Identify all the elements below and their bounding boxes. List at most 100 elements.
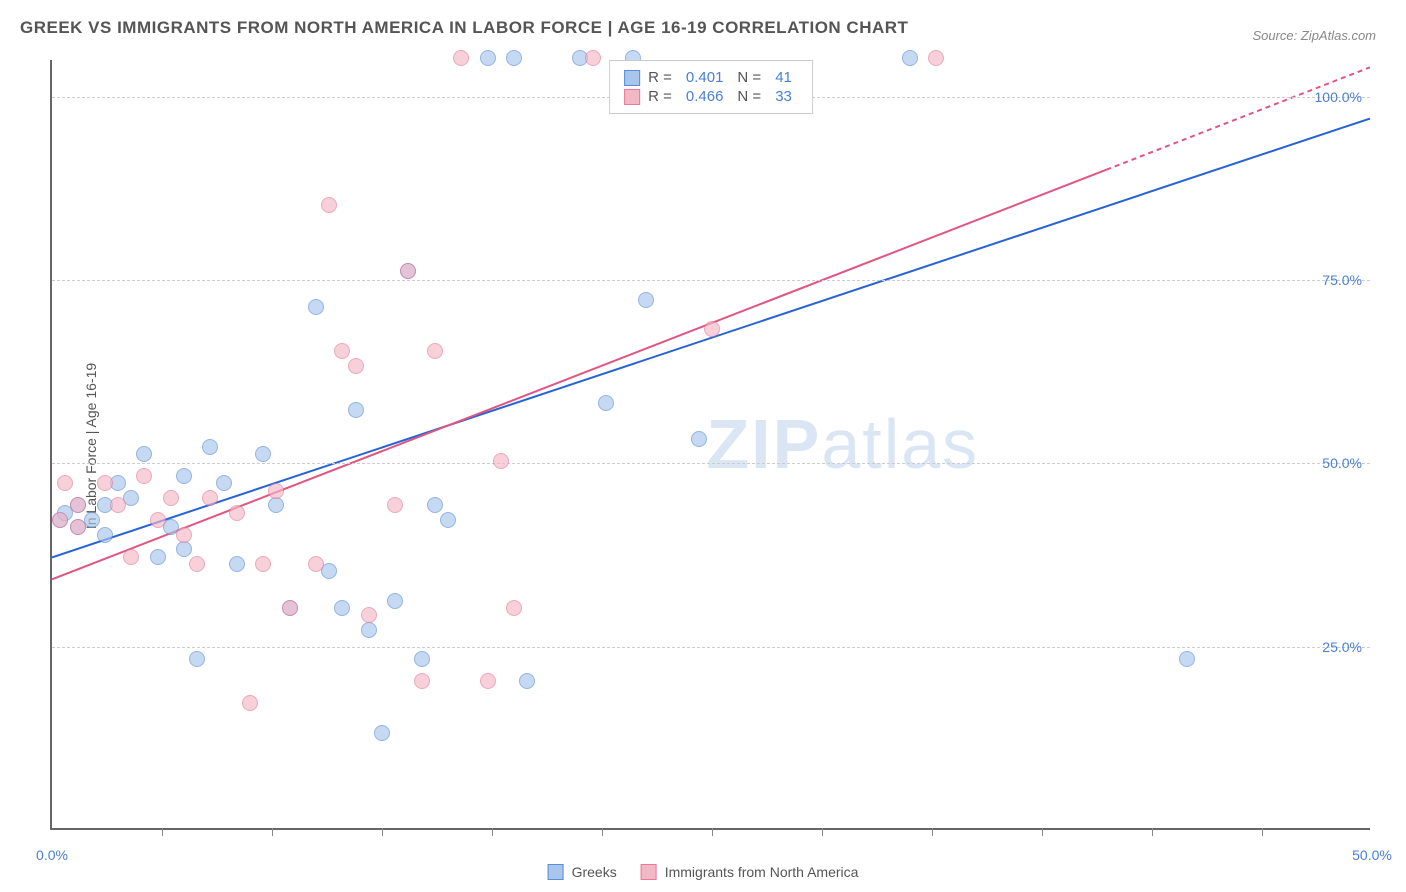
grid-line-h <box>52 647 1370 648</box>
x-tick-label: 50.0% <box>1352 847 1392 863</box>
scatter-point <box>1179 651 1195 667</box>
chart-container: GREEK VS IMMIGRANTS FROM NORTH AMERICA I… <box>0 0 1406 892</box>
x-minor-tick <box>492 828 493 836</box>
grid-line-h <box>52 463 1370 464</box>
scatter-point <box>704 321 720 337</box>
scatter-point <box>361 607 377 623</box>
legend-label-immigrants: Immigrants from North America <box>665 864 859 880</box>
scatter-point <box>691 431 707 447</box>
scatter-point <box>308 299 324 315</box>
scatter-point <box>189 651 205 667</box>
scatter-point <box>136 446 152 462</box>
scatter-point <box>374 725 390 741</box>
y-tick-label: 25.0% <box>1322 639 1362 655</box>
scatter-point <box>480 673 496 689</box>
scatter-point <box>202 490 218 506</box>
scatter-point <box>268 497 284 513</box>
x-minor-tick <box>1152 828 1153 836</box>
chart-title: GREEK VS IMMIGRANTS FROM NORTH AMERICA I… <box>20 18 908 38</box>
y-tick-label: 100.0% <box>1315 89 1362 105</box>
scatter-point <box>70 519 86 535</box>
scatter-point <box>902 50 918 66</box>
legend-item-immigrants: Immigrants from North America <box>641 864 859 880</box>
scatter-point <box>427 497 443 513</box>
scatter-point <box>150 549 166 565</box>
scatter-point <box>519 673 535 689</box>
scatter-point <box>361 622 377 638</box>
x-minor-tick <box>932 828 933 836</box>
x-minor-tick <box>602 828 603 836</box>
trend-line <box>1106 67 1370 169</box>
scatter-point <box>440 512 456 528</box>
scatter-point <box>308 556 324 572</box>
stats-swatch-greeks <box>624 70 640 86</box>
scatter-point <box>176 527 192 543</box>
scatter-point <box>387 497 403 513</box>
scatter-point <box>427 343 443 359</box>
scatter-point <box>70 497 86 513</box>
scatter-point <box>321 197 337 213</box>
scatter-point <box>255 556 271 572</box>
trend-line <box>52 170 1106 580</box>
trend-lines-svg <box>52 60 1370 828</box>
r-label: R = <box>648 69 672 86</box>
scatter-point <box>52 512 68 528</box>
scatter-point <box>202 439 218 455</box>
scatter-point <box>506 600 522 616</box>
scatter-point <box>216 475 232 491</box>
scatter-point <box>400 263 416 279</box>
scatter-point <box>97 475 113 491</box>
watermark-bold: ZIP <box>706 405 821 483</box>
stats-row-greeks: R = 0.401 N = 41 <box>624 69 798 86</box>
scatter-point <box>480 50 496 66</box>
scatter-point <box>506 50 522 66</box>
scatter-point <box>268 483 284 499</box>
scatter-point <box>57 475 73 491</box>
stats-legend-box: R = 0.401 N = 41 R = 0.466 N = 33 <box>609 60 813 114</box>
n-label: N = <box>737 88 761 105</box>
scatter-point <box>163 490 179 506</box>
scatter-point <box>348 358 364 374</box>
scatter-point <box>638 292 654 308</box>
r-label: R = <box>648 88 672 105</box>
scatter-point <box>282 600 298 616</box>
scatter-point <box>150 512 166 528</box>
x-minor-tick <box>162 828 163 836</box>
x-minor-tick <box>1262 828 1263 836</box>
scatter-point <box>176 468 192 484</box>
y-tick-label: 50.0% <box>1322 455 1362 471</box>
x-minor-tick <box>272 828 273 836</box>
x-minor-tick <box>1042 828 1043 836</box>
source-label: Source: ZipAtlas.com <box>1252 28 1376 43</box>
scatter-point <box>255 446 271 462</box>
scatter-point <box>123 549 139 565</box>
scatter-point <box>97 527 113 543</box>
scatter-point <box>242 695 258 711</box>
scatter-point <box>348 402 364 418</box>
watermark-light: atlas <box>821 405 979 483</box>
legend-label-greeks: Greeks <box>572 864 617 880</box>
scatter-point <box>598 395 614 411</box>
scatter-point <box>453 50 469 66</box>
legend-item-greeks: Greeks <box>548 864 617 880</box>
bottom-legend: Greeks Immigrants from North America <box>548 864 859 880</box>
scatter-point <box>928 50 944 66</box>
x-minor-tick <box>822 828 823 836</box>
n-label: N = <box>737 69 761 86</box>
scatter-point <box>414 673 430 689</box>
r-value-immigrants: 0.466 <box>686 88 724 105</box>
scatter-point <box>136 468 152 484</box>
x-minor-tick <box>382 828 383 836</box>
stats-row-immigrants: R = 0.466 N = 33 <box>624 88 798 105</box>
scatter-point <box>334 343 350 359</box>
n-value-immigrants: 33 <box>775 88 792 105</box>
legend-swatch-immigrants <box>641 864 657 880</box>
scatter-point <box>110 497 126 513</box>
scatter-point <box>334 600 350 616</box>
scatter-point <box>176 541 192 557</box>
scatter-point <box>387 593 403 609</box>
scatter-point <box>229 505 245 521</box>
watermark: ZIPatlas <box>706 404 979 484</box>
y-tick-label: 75.0% <box>1322 272 1362 288</box>
scatter-point <box>189 556 205 572</box>
